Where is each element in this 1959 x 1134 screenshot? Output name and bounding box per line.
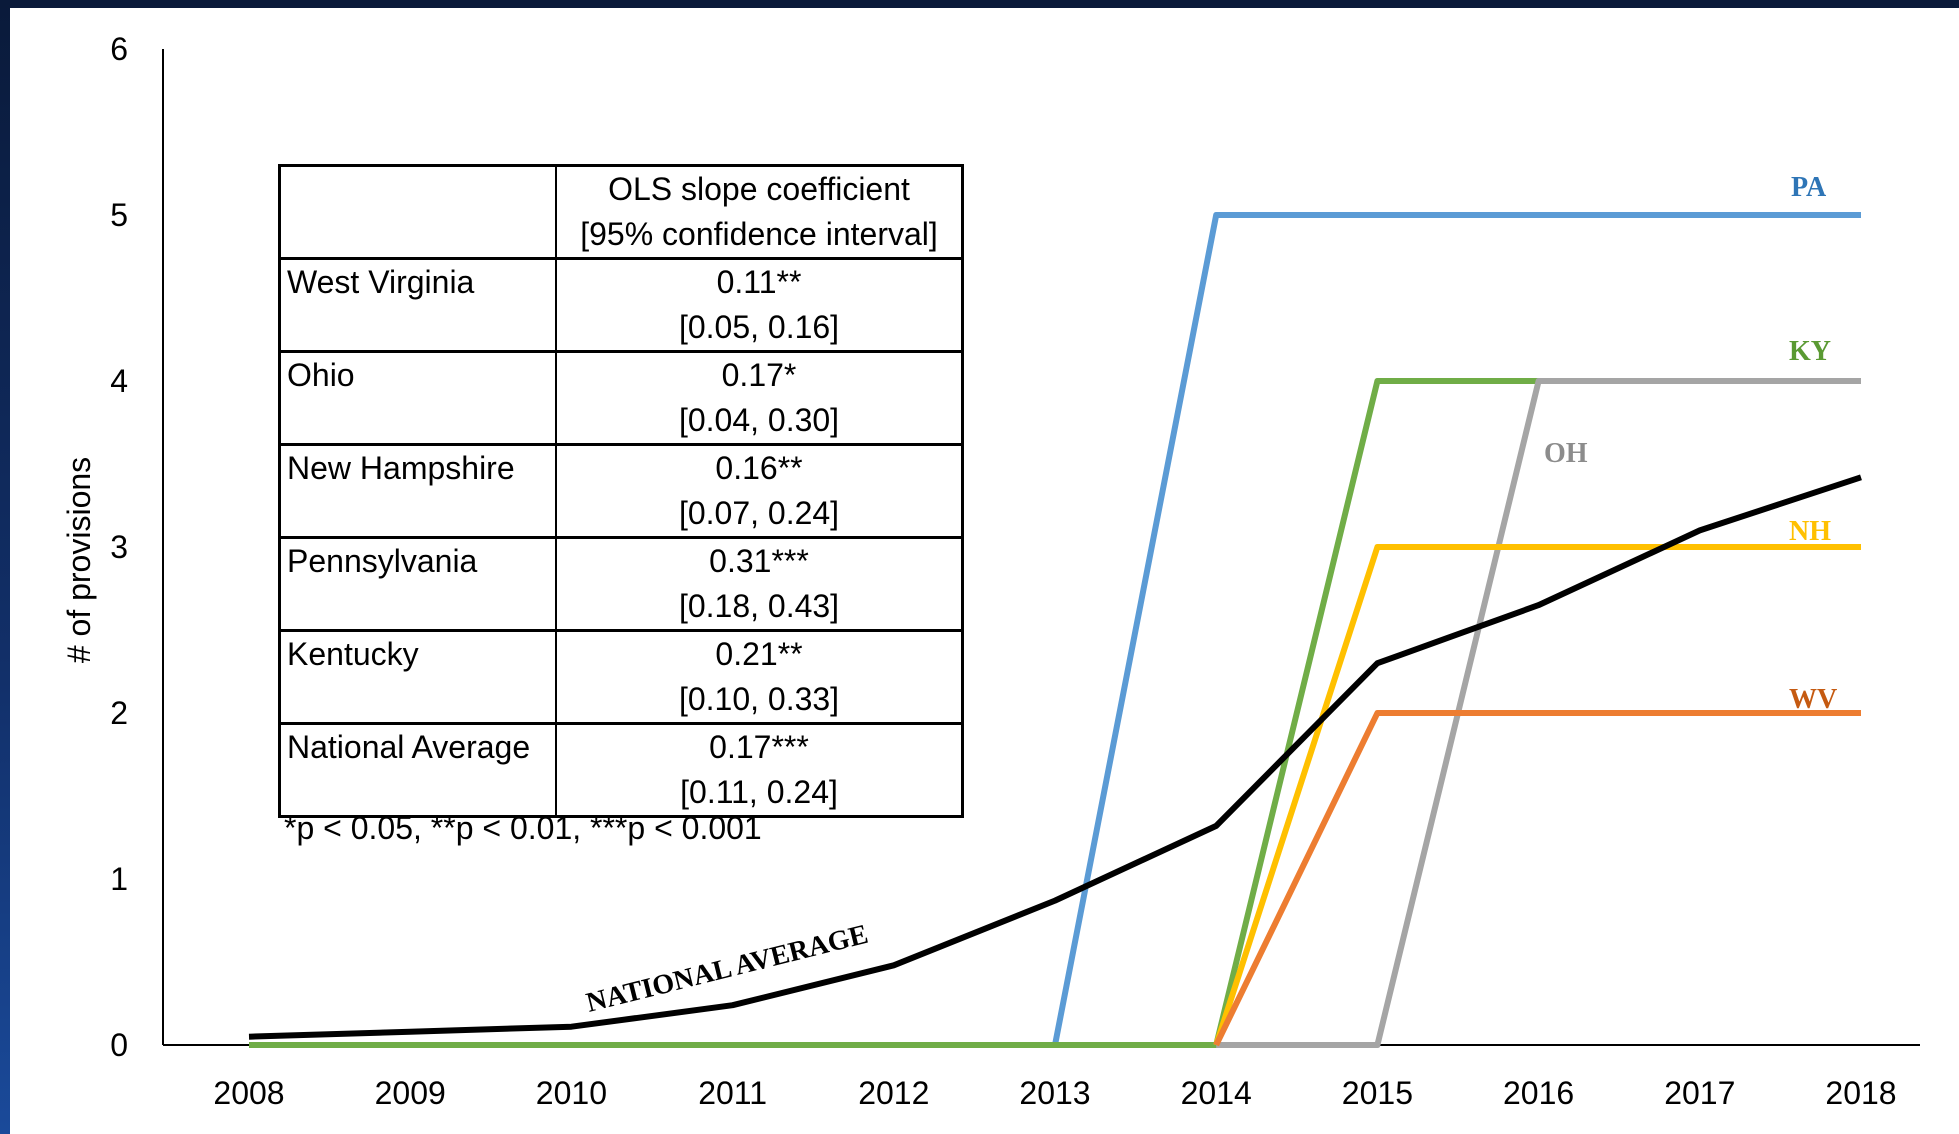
state-name-cell: Pennsylvania: [278, 536, 557, 632]
state-name: Pennsylvania: [287, 543, 478, 579]
state-name: New Hampshire: [287, 450, 515, 486]
series-line-nh: [1213, 544, 1861, 1046]
coef-cell: 0.21** [0.10, 0.33]: [555, 629, 964, 725]
ci-value: [0.07, 0.24]: [678, 495, 840, 531]
table-row: Pennsylvania 0.31*** [0.18, 0.43]: [278, 536, 964, 632]
x-tick-label: 2011: [698, 1075, 767, 1111]
coef-cell: 0.11** [0.05, 0.16]: [555, 257, 964, 353]
line-chart: 0 1 2 3 4 5 6 2008 2009 2010 2011 2012 2013 2014 2015 2…: [61, 31, 1920, 1111]
series-label-ky: KY: [1789, 336, 1831, 367]
x-tick-label: 2017: [1664, 1075, 1735, 1111]
y-tick-label: 2: [110, 695, 128, 731]
state-name-cell: National Average: [278, 722, 557, 818]
table-row: New Hampshire 0.16** [0.07, 0.24]: [278, 443, 964, 539]
ci-value: [0.04, 0.30]: [678, 402, 840, 438]
y-tick-label: 1: [110, 861, 128, 897]
state-name-cell: New Hampshire: [278, 443, 557, 539]
series-line-national-average: [248, 474, 1862, 1040]
significance-note: *p < 0.05, **p < 0.01, ***p < 0.001: [284, 810, 762, 846]
table-header-row: OLS slope coefficient [95% confidence in…: [278, 164, 964, 260]
header-line-2: [95% confidence interval]: [580, 216, 938, 252]
x-tick-label: 2009: [375, 1075, 446, 1111]
series-label-nh: NH: [1789, 516, 1831, 547]
y-axis-title: # of provisions: [61, 457, 97, 663]
chart-panel: 0 1 2 3 4 5 6 2008 2009 2010 2011 2012 2013 2014 2015 2…: [10, 8, 1959, 1134]
ci-value: [0.05, 0.16]: [678, 309, 840, 345]
state-name-cell: Kentucky: [278, 629, 557, 725]
y-tick-label: 5: [110, 197, 128, 233]
coef-value: 0.11**: [716, 264, 802, 300]
x-tick-label: 2012: [858, 1075, 929, 1111]
y-tick-label: 4: [110, 363, 128, 399]
coef-value: 0.31***: [709, 543, 809, 579]
state-name-cell: West Virginia: [278, 257, 557, 353]
series-line-wv: [1213, 710, 1861, 1047]
coef-cell: 0.17* [0.04, 0.30]: [555, 350, 964, 446]
state-name-cell: Ohio: [278, 350, 557, 446]
table-row: Kentucky 0.21** [0.10, 0.33]: [278, 629, 964, 725]
header-line-1: OLS slope coefficient: [608, 171, 910, 207]
x-tick-label: 2014: [1181, 1075, 1252, 1111]
x-tick-label: 2018: [1825, 1075, 1896, 1111]
ci-value: [0.18, 0.43]: [678, 588, 840, 624]
coef-value: 0.17***: [709, 729, 809, 765]
coef-value: 0.21**: [715, 636, 803, 672]
table-header-empty-cell: [278, 164, 557, 260]
table-row: National Average 0.17*** [0.11, 0.24]: [278, 722, 964, 818]
series-label-oh: OH: [1544, 438, 1588, 469]
state-name: National Average: [287, 729, 531, 765]
table-row: West Virginia 0.11** [0.05, 0.16]: [278, 257, 964, 353]
x-tick-label: 2010: [536, 1075, 607, 1111]
series-label-wv: WV: [1789, 684, 1837, 715]
x-tick-label: 2013: [1019, 1075, 1090, 1111]
series-label-pa: PA: [1791, 172, 1827, 203]
state-name: West Virginia: [287, 264, 475, 300]
table-header-cell: OLS slope coefficient [95% confidence in…: [555, 164, 964, 260]
x-tick-label: 2016: [1503, 1075, 1574, 1111]
coef-cell: 0.31*** [0.18, 0.43]: [555, 536, 964, 632]
coef-cell: 0.16** [0.07, 0.24]: [555, 443, 964, 539]
state-name: Ohio: [287, 357, 355, 393]
series-layer: [248, 212, 1862, 1048]
ci-value: [0.11, 0.24]: [680, 774, 838, 810]
state-name: Kentucky: [287, 636, 419, 672]
ci-value: [0.10, 0.33]: [678, 681, 840, 717]
coef-value: 0.16**: [715, 450, 803, 486]
ols-results-table: OLS slope coefficient [95% confidence in…: [278, 164, 964, 818]
chart-axes: 0 1 2 3 4 5 6 2008 2009 2010 2011 2012 2013 2014 2015 2…: [110, 31, 1920, 1111]
coef-cell: 0.17*** [0.11, 0.24]: [555, 722, 964, 818]
y-tick-label: 3: [110, 529, 128, 565]
table-row: Ohio 0.17* [0.04, 0.30]: [278, 350, 964, 446]
coef-value: 0.17*: [721, 357, 797, 393]
x-tick-label: 2008: [213, 1075, 284, 1111]
y-tick-label: 6: [110, 31, 128, 67]
x-tick-label: 2015: [1342, 1075, 1413, 1111]
y-tick-label: 0: [110, 1027, 128, 1063]
